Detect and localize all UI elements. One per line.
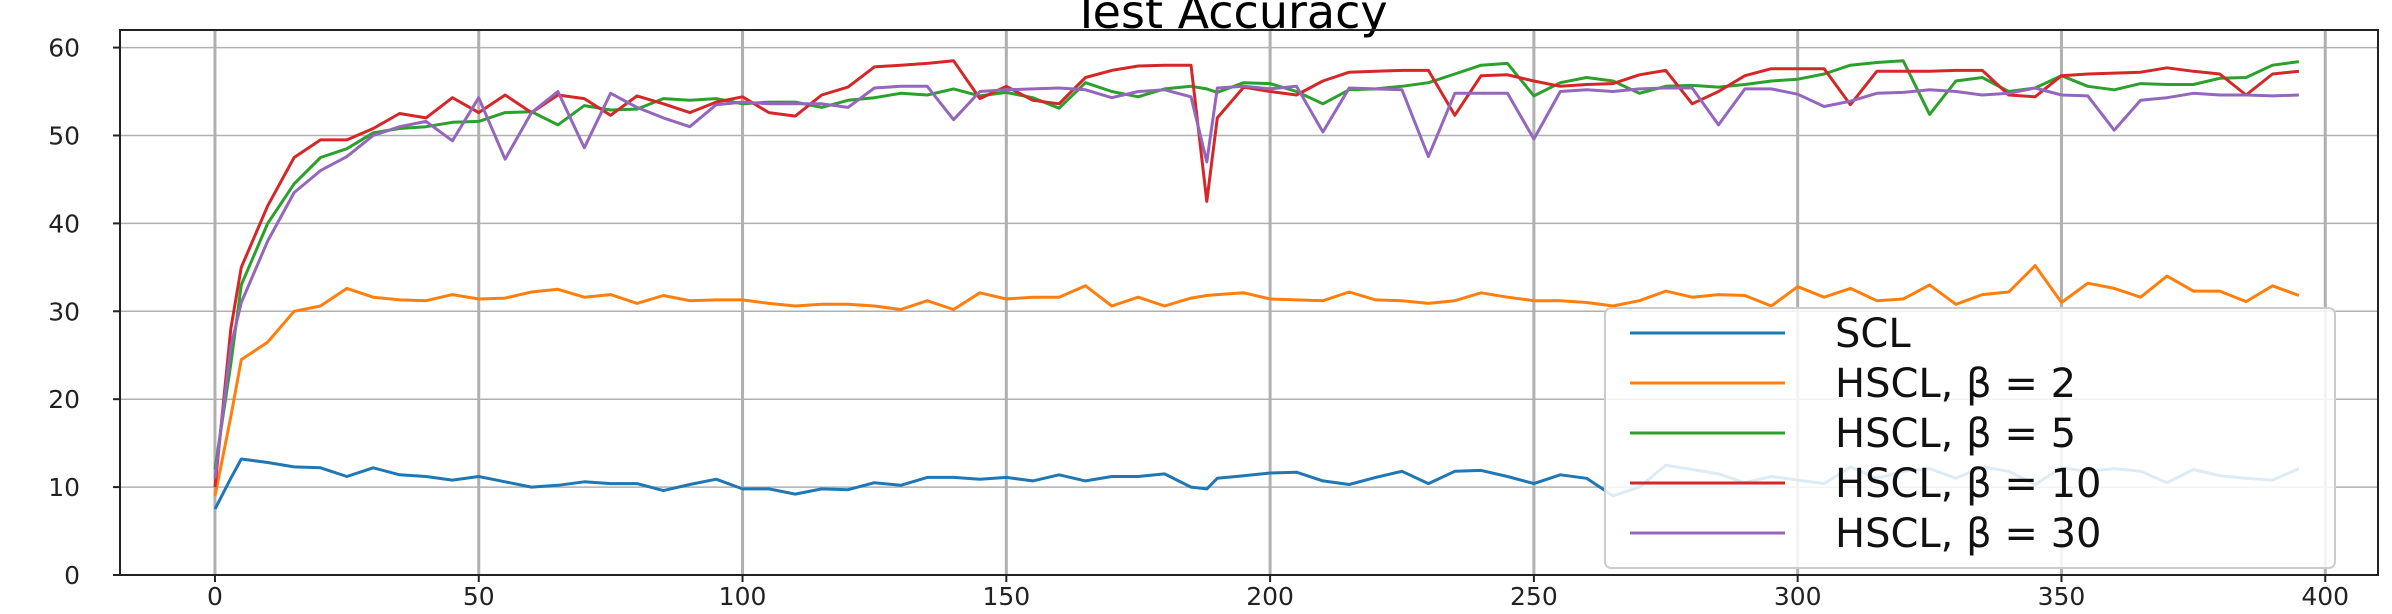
x-tick-label: 100 [719,582,767,611]
x-tick-label: 400 [2301,582,2349,611]
y-tick-label: 0 [64,561,80,590]
series-line-hscl-30 [213,84,2299,479]
series-lines [213,59,2300,510]
legend-box [1604,307,2336,569]
legend-label: HSCL, β = 2 [1835,361,2076,407]
y-tick-label: 60 [48,34,80,63]
y-tick-label: 20 [48,385,80,414]
legend-label: HSCL, β = 5 [1835,411,2076,457]
x-tick-label: 0 [207,582,223,611]
x-tick-label: 150 [982,582,1030,611]
y-tick-label: 50 [48,121,80,150]
x-tick-label: 250 [1510,582,1558,611]
y-tick-label: 30 [48,297,80,326]
x-tick-label: 300 [1774,582,1822,611]
series-line-hscl-2 [213,264,2300,497]
axis-ticks: 0 50 100 150 200 250 300 350 400 0 10 20 30 40 50 60 [48,34,2349,611]
legend-label: SCL [1835,311,1911,357]
x-tick-label: 50 [463,582,495,611]
y-tick-label: 10 [48,473,80,502]
x-tick-label: 350 [2038,582,2086,611]
legend-label: HSCL, β = 30 [1835,511,2101,557]
x-tick-label: 200 [1246,582,1294,611]
chart-title: Test Accuracy [1071,0,1387,39]
y-tick-label: 40 [48,209,80,238]
plot-area-frame [119,29,2379,576]
legend-label: HSCL, β = 10 [1835,461,2101,507]
